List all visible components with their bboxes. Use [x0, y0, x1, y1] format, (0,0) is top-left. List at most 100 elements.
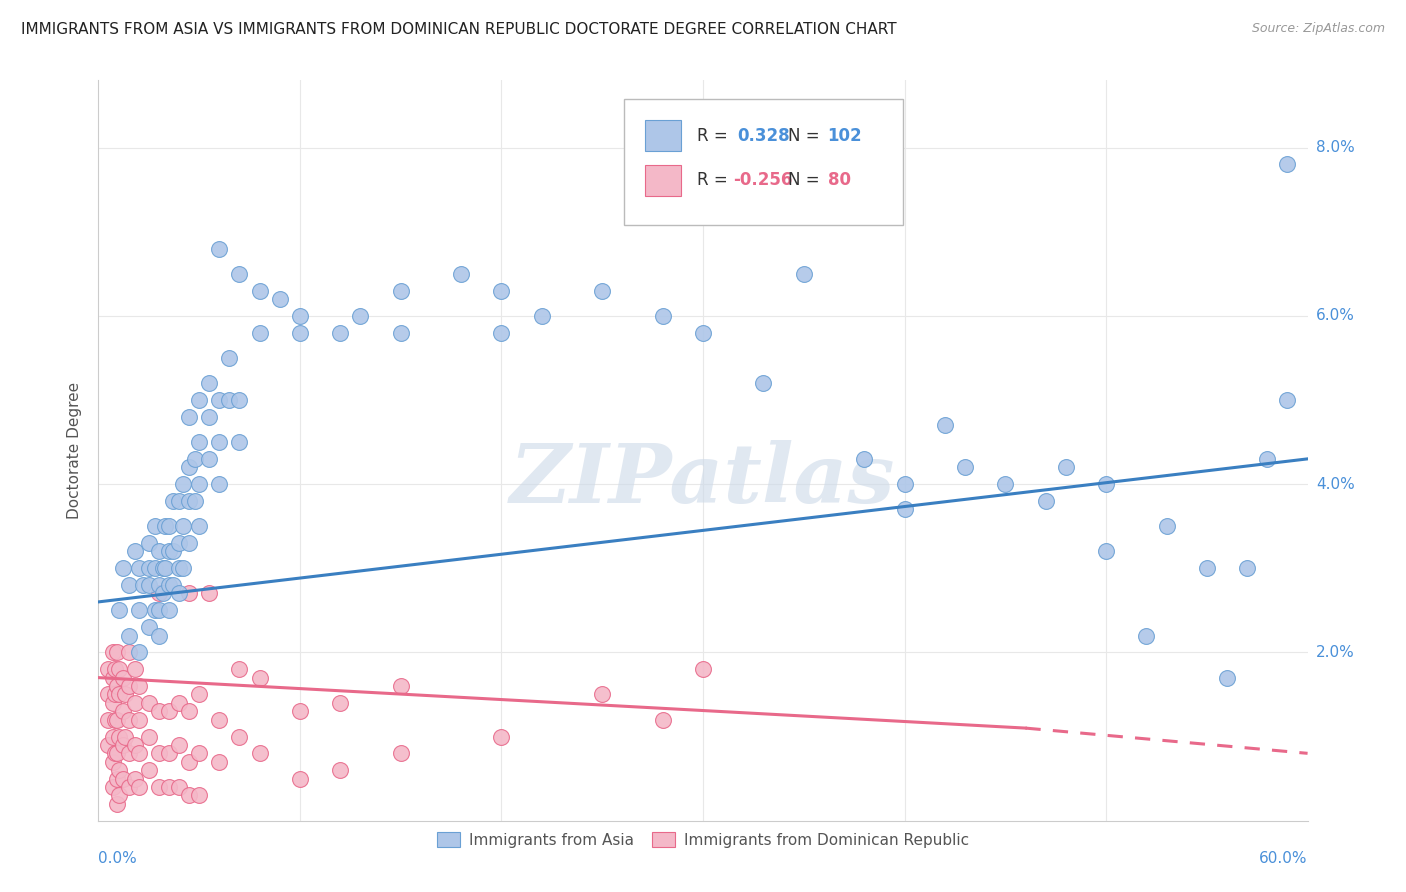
Point	[97, 688, 120, 702]
Point	[389, 679, 412, 693]
Point	[143, 561, 166, 575]
Point	[101, 755, 124, 769]
Point	[179, 789, 201, 803]
Point	[103, 713, 125, 727]
Point	[118, 628, 141, 642]
Point	[228, 392, 250, 407]
Point	[208, 435, 231, 450]
Text: R =: R =	[697, 171, 733, 189]
Point	[152, 561, 174, 575]
Point	[124, 738, 146, 752]
Point	[111, 704, 134, 718]
Point	[172, 519, 194, 533]
Point	[107, 730, 129, 744]
Point	[188, 688, 211, 702]
Point	[114, 688, 136, 702]
FancyBboxPatch shape	[645, 120, 682, 152]
Point	[188, 789, 211, 803]
Point	[111, 671, 134, 685]
Point	[103, 747, 125, 761]
Point	[208, 477, 231, 491]
Point	[111, 738, 134, 752]
Point	[269, 292, 291, 306]
Point	[105, 713, 128, 727]
Point	[153, 561, 176, 575]
Point	[953, 460, 976, 475]
Point	[934, 418, 956, 433]
Point	[1236, 561, 1258, 575]
Point	[101, 730, 124, 744]
FancyBboxPatch shape	[624, 99, 903, 225]
Point	[97, 713, 120, 727]
Point	[128, 645, 150, 659]
Point	[228, 662, 250, 676]
Text: N =: N =	[787, 171, 824, 189]
Point	[591, 284, 613, 298]
Text: 60.0%: 60.0%	[1260, 851, 1308, 866]
Point	[288, 772, 311, 786]
Text: -0.256: -0.256	[734, 171, 793, 189]
Point	[124, 772, 146, 786]
Point	[188, 747, 211, 761]
Point	[198, 376, 221, 391]
Point	[184, 494, 207, 508]
Text: IMMIGRANTS FROM ASIA VS IMMIGRANTS FROM DOMINICAN REPUBLIC DOCTORATE DEGREE CORR: IMMIGRANTS FROM ASIA VS IMMIGRANTS FROM …	[21, 22, 897, 37]
Point	[128, 603, 150, 617]
Point	[179, 494, 201, 508]
Point	[148, 747, 170, 761]
Point	[1095, 544, 1118, 558]
Point	[157, 704, 180, 718]
Point	[101, 645, 124, 659]
Point	[172, 477, 194, 491]
Point	[107, 789, 129, 803]
Point	[994, 477, 1017, 491]
Point	[162, 578, 184, 592]
Point	[179, 460, 201, 475]
Point	[349, 309, 371, 323]
Legend: Immigrants from Asia, Immigrants from Dominican Republic: Immigrants from Asia, Immigrants from Do…	[430, 826, 976, 854]
Point	[1277, 392, 1299, 407]
Point	[853, 451, 876, 466]
Point	[167, 738, 190, 752]
Point	[157, 780, 180, 794]
Point	[105, 747, 128, 761]
Point	[111, 561, 134, 575]
Point	[389, 326, 412, 340]
Point	[138, 730, 160, 744]
Point	[128, 561, 150, 575]
Point	[101, 696, 124, 710]
Point	[148, 586, 170, 600]
Point	[893, 502, 915, 516]
Point	[172, 561, 194, 575]
Point	[101, 671, 124, 685]
Point	[153, 519, 176, 533]
Point	[105, 679, 128, 693]
Point	[179, 536, 201, 550]
Text: 80: 80	[828, 171, 851, 189]
Point	[118, 747, 141, 761]
Point	[157, 603, 180, 617]
Point	[1135, 628, 1157, 642]
Point	[138, 561, 160, 575]
Point	[138, 763, 160, 777]
Text: N =: N =	[787, 127, 824, 145]
Point	[179, 586, 201, 600]
Point	[1256, 451, 1278, 466]
Point	[167, 586, 190, 600]
Point	[97, 738, 120, 752]
Point	[162, 544, 184, 558]
Point	[249, 747, 271, 761]
Point	[148, 704, 170, 718]
Point	[288, 326, 311, 340]
Point	[198, 409, 221, 424]
Point	[138, 620, 160, 634]
Point	[118, 645, 141, 659]
Point	[124, 696, 146, 710]
Point	[138, 696, 160, 710]
Point	[893, 477, 915, 491]
Point	[491, 284, 513, 298]
Point	[157, 578, 180, 592]
Point	[103, 688, 125, 702]
FancyBboxPatch shape	[645, 165, 682, 195]
Point	[124, 544, 146, 558]
